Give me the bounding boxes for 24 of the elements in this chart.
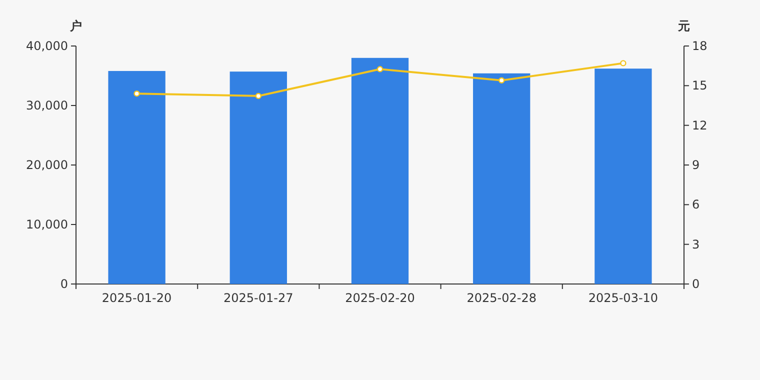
y2-tick-label: 15: [692, 78, 708, 93]
point: [620, 60, 626, 66]
x-tick-label: 2025-01-20: [102, 291, 172, 305]
y2-tick-label: 0: [692, 277, 700, 291]
x-tick-label: 2025-03-10: [588, 291, 658, 305]
y2-axis-title: 元: [677, 19, 690, 33]
y-tick-label: 10,000: [26, 218, 68, 232]
point: [498, 77, 505, 84]
point: [134, 90, 140, 97]
x-tick-label: 2025-01-27: [224, 291, 294, 305]
y2-tick-label: 12: [692, 118, 708, 132]
y2-tick-label: 9: [692, 158, 700, 172]
y-tick-label: 20,000: [26, 158, 68, 172]
x-tick-label: 2025-02-28: [466, 291, 536, 305]
y-tick-label: 0: [60, 277, 68, 291]
point: [255, 92, 262, 100]
y2-tick-label: 18: [692, 39, 708, 53]
y2-tick-label: 6: [692, 198, 700, 212]
y-tick-label: 30,000: [26, 98, 68, 112]
x-tick-label: 2025-02-20: [345, 291, 415, 305]
point: [376, 66, 384, 72]
y2-tick-label: 3: [692, 237, 700, 252]
y-tick-label: 40,000: [26, 39, 68, 53]
y-axis-title: 户: [69, 19, 82, 33]
